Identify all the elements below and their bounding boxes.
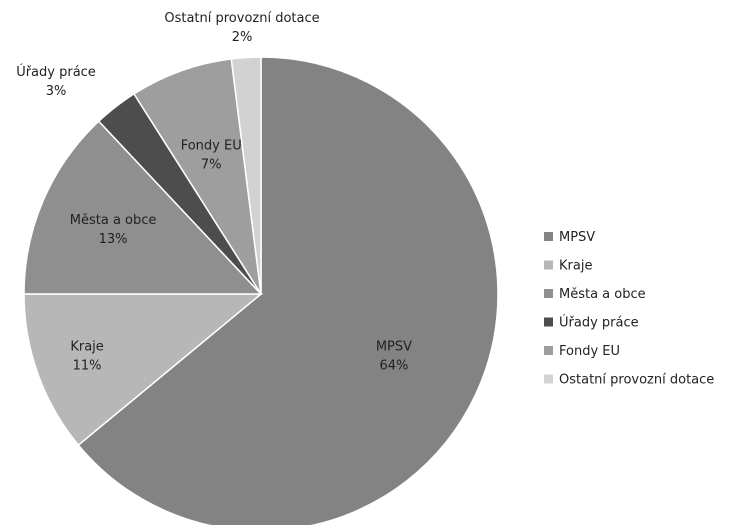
slice-label-value: 7% xyxy=(201,158,222,173)
legend-swatch xyxy=(544,260,553,270)
pie-slice-mpsv xyxy=(77,56,499,525)
legend-label: Ostatní provozní dotace xyxy=(559,373,714,388)
pie-slice-kraje xyxy=(23,293,264,447)
legend-swatch xyxy=(544,317,553,327)
slice-label-value: 3% xyxy=(46,84,67,99)
pie-slice-m-sta-a-obce xyxy=(23,120,263,295)
pie-slice-fondy-eu xyxy=(132,58,262,295)
slice-label-name: Města a obce xyxy=(70,213,157,228)
legend-label: Kraje xyxy=(559,259,592,274)
slice-label-value: 2% xyxy=(232,30,253,45)
legend-swatch xyxy=(544,232,553,241)
slice-label-name: Kraje xyxy=(70,340,103,355)
slice-label-name: MPSV xyxy=(376,340,412,355)
legend-label: Města a obce xyxy=(559,287,646,302)
legend-swatch xyxy=(544,374,553,384)
pie-slice-ostatn-provozn-dotace xyxy=(230,56,262,295)
slice-label-name: Fondy EU xyxy=(181,139,242,154)
legend-label: Úřady práce xyxy=(559,315,639,331)
legend-label: MPSV xyxy=(559,230,595,245)
slice-label-value: 11% xyxy=(73,359,102,374)
legend-label: Fondy EU xyxy=(559,344,620,359)
legend-swatch xyxy=(544,289,553,298)
legend-swatch xyxy=(544,346,553,355)
pie-slices xyxy=(23,56,499,525)
slice-label-name: Ostatní provozní dotace xyxy=(164,11,319,26)
slice-labels: MPSV 64% Kraje 11% Města a obce 13% Úřady prác… xyxy=(16,11,412,374)
slice-label-name: Úřady práce xyxy=(16,64,96,80)
legend: MPSV Kraje Města a obce Úřady práce Fondy EU… xyxy=(544,230,714,388)
slice-label-value: 64% xyxy=(380,359,409,374)
slice-label-value: 13% xyxy=(99,232,128,247)
